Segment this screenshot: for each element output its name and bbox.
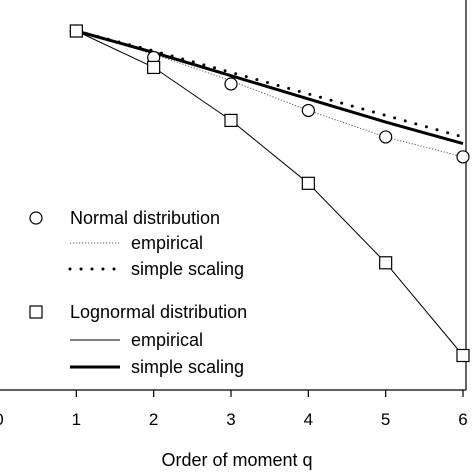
circle-marker: [301, 103, 315, 118]
circle-marker: [379, 130, 393, 144]
legend-square-marker: [29, 305, 43, 319]
square-marker: [147, 60, 161, 75]
series-line-thin: [76, 30, 464, 356]
legend-label: simple scaling: [131, 259, 244, 279]
x-tick-label: 4: [304, 410, 313, 429]
legend: Normal distribution empirical simple scali…: [29, 208, 247, 377]
legend-label: Lognormal distribution: [70, 302, 247, 322]
x-tick-label: 2: [149, 410, 158, 429]
x-tick-label: 5: [381, 410, 390, 429]
series-line-dotted: [76, 30, 464, 158]
x-tick-label: 1: [72, 410, 81, 429]
legend-label: Normal distribution: [70, 208, 220, 228]
square-marker: [379, 256, 393, 270]
x-tick-label: 3: [226, 410, 235, 429]
series-line-thick: [75, 29, 464, 146]
x-tick-label: 0: [0, 410, 4, 429]
legend-label: empirical: [131, 233, 203, 253]
circle-marker: [224, 77, 238, 91]
legend-label: empirical: [131, 330, 203, 350]
square-marker: [69, 24, 83, 38]
x-axis-label: Order of moment q: [161, 450, 312, 470]
square-marker: [456, 348, 470, 363]
x-tick-label: 6: [458, 410, 467, 429]
legend-label: simple scaling: [131, 357, 244, 377]
circle-marker: [456, 150, 470, 164]
series-layer: [69, 24, 470, 363]
axes: 0 1 2 3 4 5 6: [0, 0, 468, 429]
square-marker: [224, 113, 238, 128]
legend-circle-marker: [29, 211, 43, 225]
square-marker: [301, 176, 315, 190]
